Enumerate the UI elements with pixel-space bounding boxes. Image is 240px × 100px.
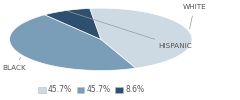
Polygon shape — [45, 8, 101, 39]
Text: BLACK: BLACK — [2, 57, 26, 71]
Legend: 45.7%, 45.7%, 8.6%: 45.7%, 45.7%, 8.6% — [35, 82, 147, 98]
Text: WHITE: WHITE — [182, 4, 206, 29]
Polygon shape — [90, 8, 192, 68]
Polygon shape — [10, 15, 136, 70]
Text: HISPANIC: HISPANIC — [69, 11, 192, 49]
